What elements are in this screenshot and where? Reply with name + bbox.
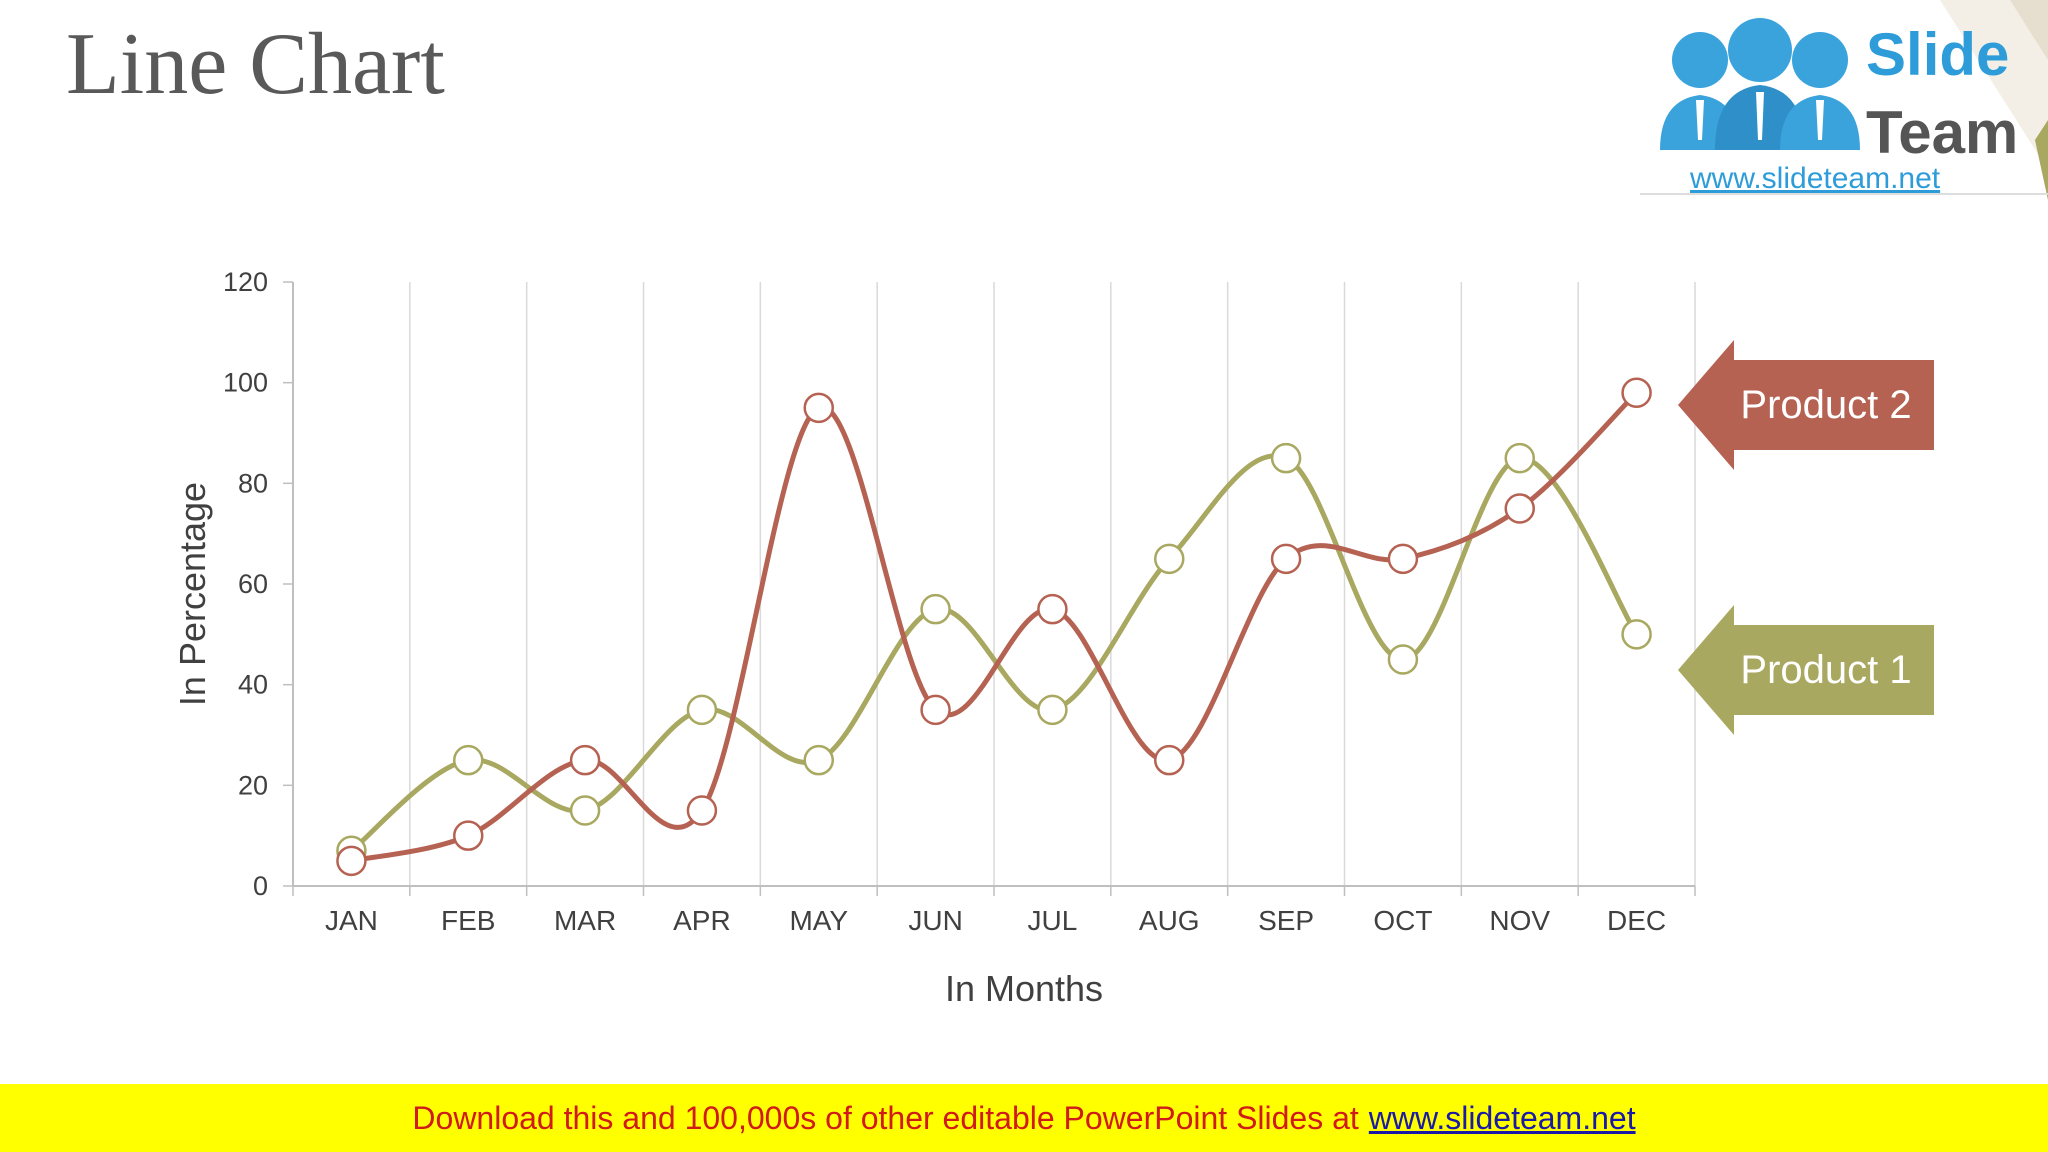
y-axis-title: In Percentage [172,482,213,706]
x-tick-label: APR [673,905,731,936]
data-point-marker [1154,744,1185,776]
data-point-marker [1270,543,1302,575]
chart-axes [283,281,1696,896]
y-tick-label: 120 [223,267,268,297]
slide-title: Line Chart [66,16,445,113]
data-point-marker [336,845,367,877]
data-point-marker [920,593,951,625]
series-label-text: Product 1 [1740,647,1912,692]
data-point-marker [686,795,718,826]
left-arrow-shape [1678,605,1934,735]
logo-word-team: Team [1866,99,2019,166]
y-tick-label: 20 [238,770,268,800]
data-point-marker [1621,619,1652,650]
data-point-marker [1037,694,1068,726]
data-point-marker [1504,442,1535,474]
download-banner: Download this and 100,000s of other edit… [0,1084,2048,1152]
data-point-marker [686,694,718,726]
y-tick-label: 60 [238,569,268,599]
data-point-marker [453,820,484,851]
footer-text: Download this and 100,000s of other edit… [412,1099,1359,1136]
x-tick-label: JUL [1028,905,1078,936]
chart-labels: 0 20 40 60 80 100 120 JAN FEB MAR APR MAY JUN JUL AUG S… [172,267,1666,1009]
x-tick-label: JAN [325,905,378,936]
data-point-marker [1621,377,1652,408]
data-point-marker [1387,644,1419,675]
data-point-marker [1270,442,1302,474]
data-point-marker [1387,543,1419,575]
data-point-marker [920,694,951,726]
data-point-marker [1037,593,1068,625]
series-arrow-label: Product 2 [1678,340,1934,470]
left-arrow-shape [1678,340,1934,470]
x-tick-label: JUN [908,905,962,936]
data-point-marker [1504,493,1535,524]
logo-people-icon [1640,0,2048,200]
x-tick-label: MAY [789,905,848,936]
series-label-text: Product 2 [1740,382,1912,427]
logo-url-link[interactable]: www.slideteam.net [1690,162,1941,195]
y-tick-label: 40 [238,670,268,700]
y-tick-label: 100 [223,368,268,398]
y-tick-label: 80 [238,468,268,498]
data-point-marker [803,744,834,776]
logo-word-slide: Slide [1866,21,2010,88]
chart-gridlines [292,282,1696,886]
x-tick-label: NOV [1489,905,1550,936]
x-tick-label: OCT [1373,905,1432,936]
series-arrow-label: Product 1 [1678,605,1934,735]
line-chart: 0 20 40 60 80 100 120 JAN FEB MAR APR MAY JUN JUL AUG S… [172,267,1696,1009]
x-tick-label: MAR [554,905,616,936]
x-tick-label: AUG [1139,905,1200,936]
x-tick-label: SEP [1258,905,1314,936]
data-point-marker [569,744,601,776]
data-point-marker [453,744,484,776]
footer-link[interactable]: www.slideteam.net [1368,1099,1636,1136]
chart-series [336,377,1652,877]
data-point-marker [569,795,601,826]
x-tick-label: FEB [441,905,495,936]
data-point-marker [803,392,834,424]
x-tick-label: DEC [1607,905,1666,936]
y-tick-label: 0 [253,871,268,901]
data-point-marker [1154,543,1185,575]
x-axis-title: In Months [945,968,1103,1009]
